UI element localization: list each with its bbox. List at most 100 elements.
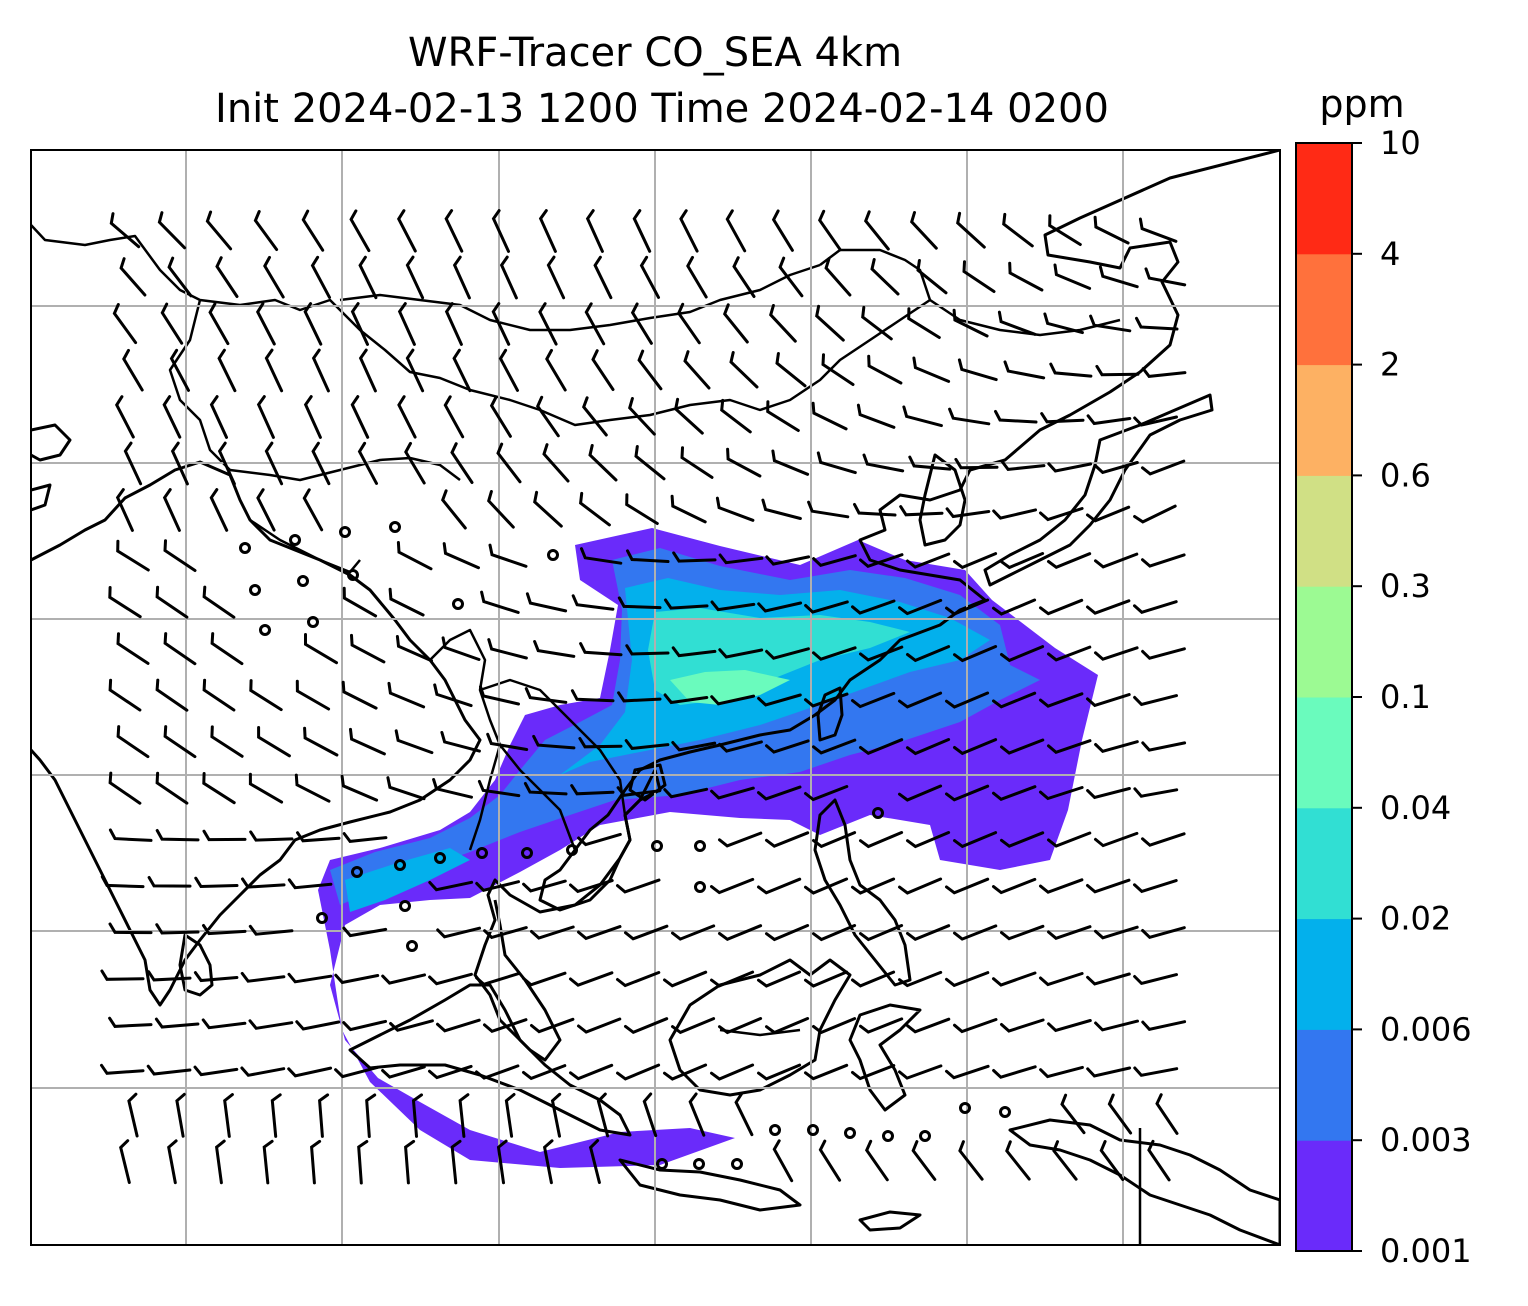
border-mongolia [339,263,821,332]
wind-barb [726,447,762,478]
wind-barb [1039,786,1084,801]
wind-barb [818,1139,842,1182]
wind-barb [804,692,849,708]
wind-barb [851,970,896,988]
wind-barb [550,1092,562,1138]
wind-barb [577,1017,622,1034]
wind-barb [642,1092,658,1138]
wind-barb [1133,879,1178,894]
colorbar-tick-label: 0.04 [1380,789,1451,827]
wind-barb [163,725,197,759]
wind-barb [626,549,670,563]
wind-barb [167,1139,178,1185]
wind-barb [358,255,378,300]
map-panel [31,150,1280,1245]
wind-barb [772,1139,794,1183]
wind-barb [672,551,717,563]
wind-barb [804,970,849,988]
wind-barb [249,679,283,712]
wind-barb-calm [521,847,533,859]
wind-barb [522,971,567,987]
wind-barb [912,356,951,383]
wind-barb [340,774,379,802]
wind-barb [1094,552,1139,569]
wind-barb [812,738,857,755]
wind-barb [154,1017,200,1029]
wind-barb [264,441,284,486]
wind-barb [1053,263,1092,290]
wind-barbs [100,209,1187,1185]
wind-barb [992,877,1037,895]
wind-barb-calm [959,1102,971,1114]
country-borders [31,224,1142,1245]
wind-barb [1141,459,1186,476]
wind-barb [1141,367,1187,378]
wind-barb [209,395,228,439]
wind-barb [906,645,951,663]
wind-barb [155,678,189,712]
wind-barb [205,210,233,251]
wind-barb [147,876,192,888]
wind-barb [545,348,567,392]
wind-barb [112,303,138,345]
colorbar: ppm 0.001 0.003 0.006 0.02 0.04 0.1 0.3 0.6 2 4 10 [1295,82,1472,1270]
wind-barb [720,398,752,434]
wind-barb [404,441,426,485]
border-china-north [31,224,932,427]
wind-barb [357,441,378,485]
wind-barb [757,601,803,613]
wind-barb [538,302,558,346]
wind-barb [350,633,386,664]
wind-barb [1093,215,1130,245]
wind-barb [394,729,434,755]
wind-barb [1047,831,1092,848]
wind-barb [907,307,941,339]
wind-barb-calm [807,1124,819,1136]
wind-barb [718,831,763,848]
wind-barb [162,395,182,439]
wind-barb [864,1139,889,1182]
wind-barb [596,1092,610,1138]
wind-barb [458,1093,470,1138]
wind-barb [588,444,618,482]
wind-barb [1000,1018,1045,1033]
plot-title-line1: WRF-Tracer CO_SEA 4km [408,30,902,76]
wind-barb [491,302,511,346]
wind-barb [945,877,990,895]
wind-barb [765,647,810,660]
wind-barb [578,737,623,749]
wind-barb [1094,831,1139,848]
wind-barb [1133,973,1178,986]
wind-barb [679,209,699,253]
wind-barb [1141,832,1186,847]
wind-barb [1141,1020,1187,1031]
wind-barb [671,646,717,658]
wind-barb [732,256,756,298]
wind-barb [902,405,943,428]
wind-barb [342,926,388,938]
wind-barb [671,1017,716,1035]
wind-barb [952,308,989,338]
wind-barb-calm [406,940,418,952]
colorbar-band [1296,475,1352,587]
wind-barb [898,877,943,895]
wind-barb [954,457,999,470]
wind-barb [1086,414,1132,426]
wind-barb [1133,787,1179,798]
colorbar-tick-label: 4 [1380,235,1400,273]
wind-barb [1086,1066,1132,1078]
wind-barb [817,209,842,252]
wind-barb [1000,552,1045,570]
wind-barb-calm [694,840,706,852]
coast-india [31,460,482,1007]
wind-barb [859,738,904,756]
colorbar-tick-label: 0.02 [1380,900,1451,938]
wind-barb [765,739,810,754]
wind-barb [100,875,145,889]
wind-barb [624,924,669,941]
wind-barb [898,1064,943,1080]
wind-barb [945,507,991,519]
wind-barb [450,1139,462,1185]
wind-barb [483,926,528,940]
coast-japan [983,393,1214,587]
